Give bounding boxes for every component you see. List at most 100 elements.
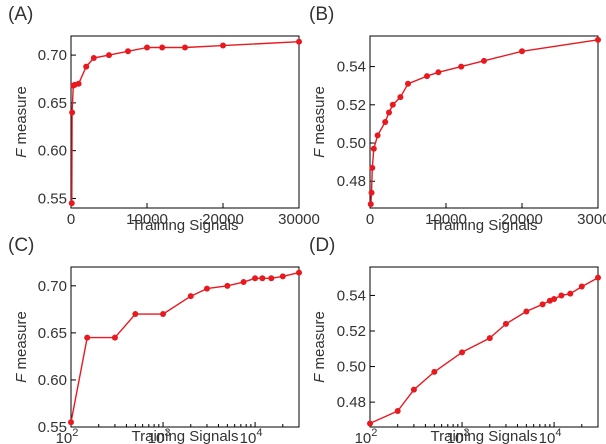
data-point <box>252 275 259 282</box>
data-point <box>182 44 188 51</box>
y-tick-label: 0.70 <box>38 278 67 295</box>
data-point <box>578 283 585 290</box>
y-tick-label: 0.65 <box>38 325 67 342</box>
x-tick-label: 20000 <box>501 211 543 228</box>
series-line <box>71 41 300 204</box>
chart-panel-b: (B) 0.48 0.50 0.52 0.54 0 10000 20000 30000 Train… <box>309 4 606 234</box>
axes-frame <box>70 266 300 428</box>
x-tick-label: 10000 <box>425 211 467 228</box>
x-tick-label: 30000 <box>577 211 606 228</box>
y-tick-label: 0.70 <box>38 47 67 64</box>
data-point <box>502 320 509 327</box>
x-tick-label: 0 <box>366 211 374 228</box>
y-tick-label: 0.54 <box>337 287 366 304</box>
y-axis-title: F measure <box>13 311 30 383</box>
data-point <box>431 368 438 375</box>
y-tick-label: 0.48 <box>337 173 366 190</box>
data-point <box>481 57 487 64</box>
data-point <box>551 296 558 302</box>
panel-label: (D) <box>309 235 335 256</box>
data-point <box>486 335 493 342</box>
data-point <box>68 200 75 207</box>
data-point <box>268 275 275 282</box>
data-point <box>367 201 374 208</box>
y-tick-label: 0.48 <box>337 394 366 411</box>
data-point <box>220 42 226 49</box>
data-point <box>397 94 404 101</box>
x-tick-label: 104 <box>539 427 562 444</box>
y-tick-label: 0.52 <box>337 97 366 114</box>
y-tick-label: 0.60 <box>38 143 67 160</box>
data-point <box>459 349 466 356</box>
data-point <box>160 311 167 318</box>
series-line <box>370 39 599 205</box>
data-point <box>369 164 376 171</box>
x-tick-label: 20000 <box>202 211 244 228</box>
y-axis-title: F measure <box>13 86 30 158</box>
data-point <box>187 293 194 300</box>
data-point <box>111 334 118 341</box>
data-point <box>279 273 286 280</box>
y-tick-label: 0.54 <box>337 59 366 76</box>
y-tick-label: 0.50 <box>337 359 366 376</box>
data-point <box>83 63 90 70</box>
data-point <box>519 48 525 55</box>
x-axis-title: Training Signals <box>132 217 239 234</box>
data-point <box>296 269 302 276</box>
data-point <box>69 109 76 116</box>
data-point <box>424 73 430 80</box>
data-point <box>410 386 417 393</box>
data-point <box>382 119 389 125</box>
data-point <box>90 54 97 61</box>
data-point <box>75 80 82 87</box>
x-axis-title: Training Signals <box>132 428 239 444</box>
data-point <box>368 189 375 196</box>
data-point <box>125 48 131 55</box>
panel-label: (A) <box>8 4 33 25</box>
y-tick-label: 0.55 <box>38 190 67 207</box>
data-point <box>84 334 91 341</box>
x-tick-label: 30000 <box>278 211 320 228</box>
x-tick-label: 10000 <box>126 211 168 228</box>
data-point <box>144 44 150 51</box>
data-point <box>558 292 565 299</box>
data-point <box>374 132 381 139</box>
y-axis-title: F measure <box>311 86 328 158</box>
data-point <box>523 308 530 315</box>
data-point <box>595 274 601 281</box>
y-tick-label: 0.65 <box>38 95 67 112</box>
x-tick-label: 102 <box>355 427 378 444</box>
data-point <box>458 63 465 70</box>
x-axis-title: Training Signals <box>431 428 538 444</box>
y-tick-label: 0.52 <box>337 323 366 340</box>
axes-frame <box>369 35 599 209</box>
data-point <box>296 38 302 45</box>
data-point <box>203 285 210 292</box>
data-point <box>539 301 546 308</box>
data-point <box>595 36 601 43</box>
y-tick-label: 0.60 <box>38 372 67 389</box>
x-tick-label: 103 <box>148 427 171 444</box>
y-tick-label: 0.50 <box>337 135 366 152</box>
axes-frame <box>369 266 599 428</box>
x-tick-label: 0 <box>67 211 75 228</box>
data-point <box>159 44 166 51</box>
data-point <box>68 419 74 426</box>
data-point <box>394 408 401 414</box>
x-axis-title: Training Signals <box>431 217 538 234</box>
data-point <box>435 69 442 76</box>
x-tick-label: 103 <box>447 427 470 444</box>
data-point <box>370 145 377 152</box>
data-point <box>106 52 112 59</box>
data-point <box>224 282 231 289</box>
panel-label: (C) <box>8 235 34 256</box>
y-axis-title: F measure <box>311 311 328 383</box>
y-tick-label: 0.55 <box>38 419 67 436</box>
axes-frame <box>70 35 300 209</box>
data-point <box>389 101 396 108</box>
data-point <box>567 290 574 297</box>
panel-label: (B) <box>309 4 334 25</box>
